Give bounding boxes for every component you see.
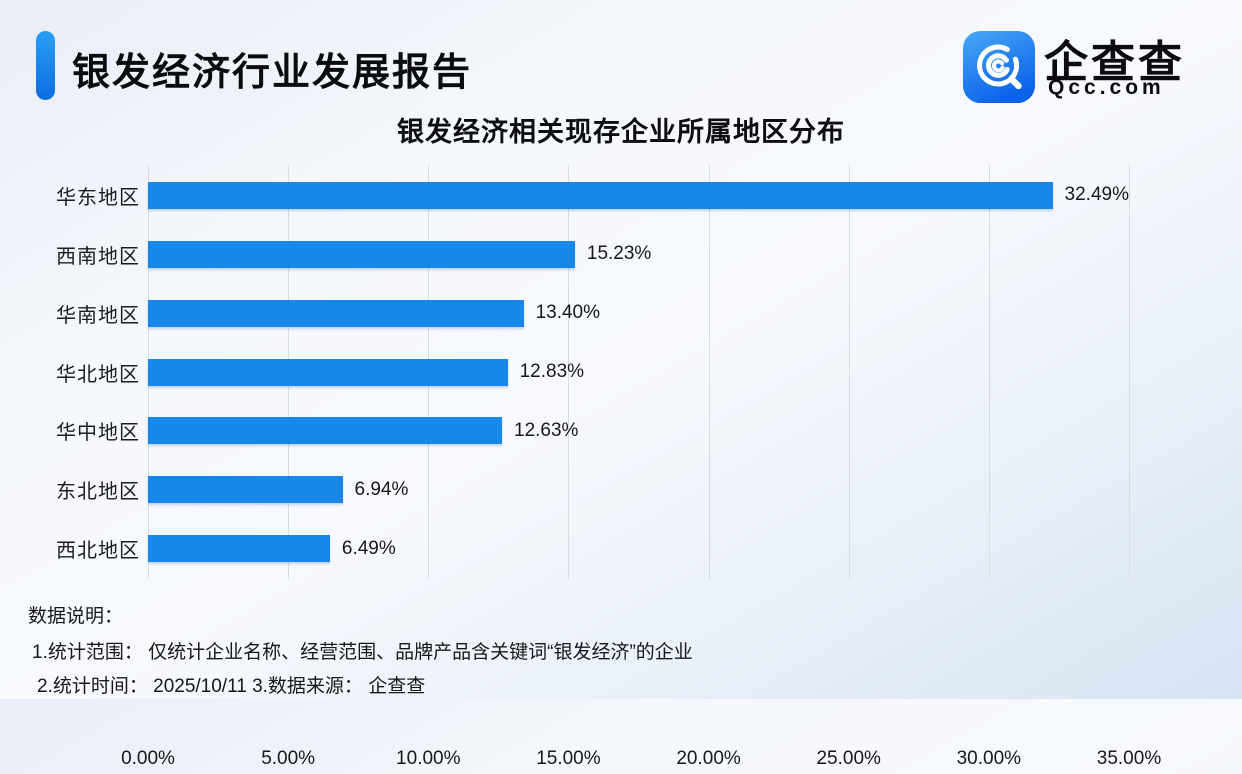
bar [148,240,575,268]
category-label: 华南地区 [56,304,140,327]
bar-track: 32.49% [148,181,1129,209]
x-tick-label: 5.00% [261,748,316,769]
bar-track: 12.83% [148,358,1129,386]
qcc-logo: 企查查 Qcc.com [962,28,1202,104]
gridline [848,165,850,579]
gridline [988,165,990,579]
x-tick-label: 35.00% [1096,748,1162,769]
title-accent-bar [36,31,55,100]
gridline [1129,165,1130,579]
x-tick-label: 15.00% [536,748,601,769]
x-tick-label: 0.00% [121,748,175,769]
bar-track: 15.23% [148,240,1129,268]
bar-row: 西南地区 15.23% [0,225,1242,284]
bar-track: 12.63% [148,417,1129,445]
value-label: 12.63% [514,419,579,441]
qcc-logo-domain: Qcc.com [1048,76,1165,99]
bar-track: 6.94% [148,476,1129,504]
value-label: 6.94% [354,478,409,500]
chart-title: 银发经济相关现存企业所属地区分布 [397,117,845,147]
bar-row: 华南地区 13.40% [0,284,1242,343]
x-tick-label: 10.00% [396,748,461,769]
value-label: 32.49% [1064,184,1129,206]
bar [148,476,343,504]
bar-row: 西北地区 6.49% [0,519,1242,578]
qcc-logo-name: 企查查 [1044,38,1185,87]
bar [148,181,1053,209]
bar-row: 华北地区 12.83% [0,343,1242,402]
bar-rows: 华东地区 32.49% 西南地区 15.23% 华南地区 13.40% 华北地区 12.83%… [0,166,1242,578]
bar-row: 华中地区 12.63% [0,401,1242,460]
category-label: 西北地区 [56,540,140,563]
category-label: 华北地区 [56,363,140,386]
category-label: 东北地区 [56,481,140,504]
category-label: 西南地区 [56,245,140,268]
x-axis-ticks: 0.00% 5.00% 10.00% 15.00% 20.00% 25.00% 30.00%… [121,748,1161,774]
notes-heading: 数据说明： [28,606,124,627]
bar-track: 13.40% [148,299,1129,327]
bar-track: 6.49% [148,535,1129,563]
value-label: 6.49% [341,537,396,559]
bar-chart: 华东地区 32.49% 西南地区 15.23% 华南地区 13.40% 华北地区 12.83%… [0,165,1242,769]
bar [148,358,508,386]
bar-row: 华东地区 32.49% [0,166,1242,225]
x-tick-label: 20.00% [676,748,741,769]
value-label: 12.83% [519,361,585,382]
notes-scope: 1.统计范围： 仅统计企业名称、经营范围、品牌产品含关键词“银发经济”的企业 [32,642,693,663]
gridline [708,165,710,579]
value-label: 15.23% [586,243,652,265]
bar [148,535,330,563]
x-tick-label: 30.00% [956,748,1022,769]
notes-date-source: 2.统计时间： 2025/10/11 3.数据来源： 企查查 [37,676,426,697]
category-label: 华东地区 [56,186,140,209]
bar [148,299,524,327]
bar-row: 东北地区 6.94% [0,460,1242,519]
qcc-magnifier-icon [962,30,1036,104]
category-label: 华中地区 [56,422,140,445]
gridline [568,165,570,579]
report-title: 银发经济行业发展报告 [72,52,473,94]
bar [148,417,502,445]
x-tick-label: 25.00% [816,748,881,769]
value-label: 13.40% [535,302,601,324]
